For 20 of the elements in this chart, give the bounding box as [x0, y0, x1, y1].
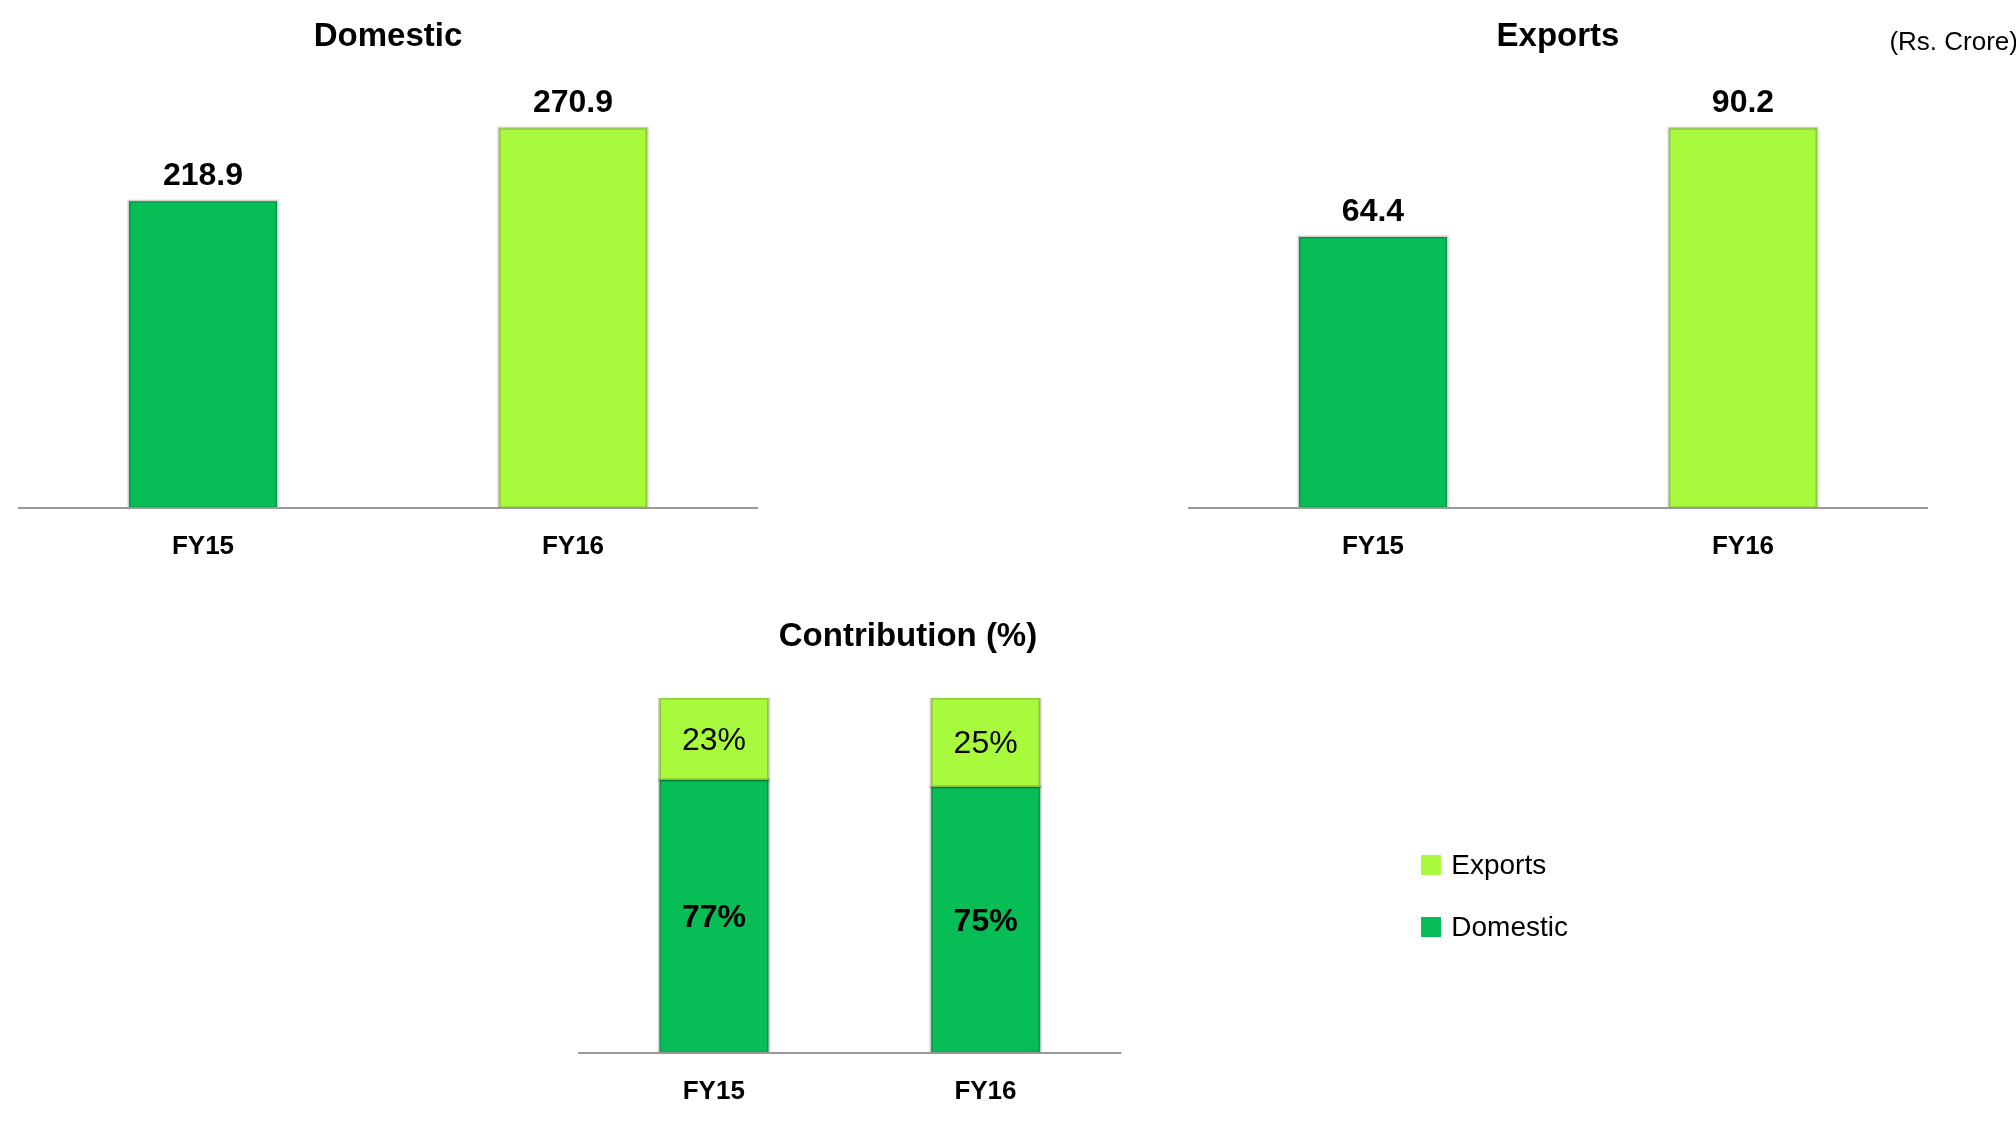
chart-title: Domestic	[312, 16, 464, 54]
data-label: 23%	[681, 720, 747, 757]
data-label: 218.9	[162, 156, 244, 193]
legend-label: Exports	[1451, 848, 1547, 881]
text: (Rs. Crore)	[1889, 26, 2016, 57]
x-tick-label: FY16	[954, 1075, 1017, 1106]
data-label: 270.9	[532, 83, 614, 120]
data-label: 64.4	[1341, 191, 1405, 228]
data-label: 90.2	[1711, 83, 1775, 120]
chart-title: Contribution (%)	[777, 616, 1039, 654]
x-tick-label: FY16	[1711, 530, 1775, 561]
data-label: 77%	[681, 898, 747, 935]
x-tick-label: FY15	[171, 530, 235, 561]
data-label: 25%	[953, 724, 1018, 761]
legend-label: Domestic	[1451, 910, 1568, 943]
data-label: 75%	[953, 901, 1018, 938]
x-tick-label: FY15	[1341, 530, 1405, 561]
chart-title: Exports	[1496, 16, 1620, 53]
x-tick-label: FY16	[541, 530, 605, 561]
x-tick-label: FY15	[682, 1075, 745, 1106]
